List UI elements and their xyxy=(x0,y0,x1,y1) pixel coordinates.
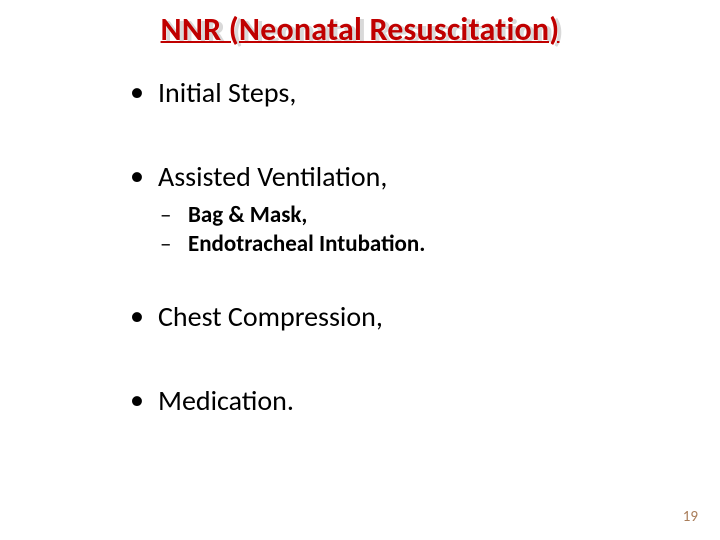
sub-bullet-text: Bag & Mask, xyxy=(188,201,307,229)
bullet-text: Medication. xyxy=(158,383,294,418)
bullet-text: Assisted Ventilation, xyxy=(158,159,387,194)
sub-bullet-list: Bag & Mask, Endotracheal Intubation. xyxy=(158,201,720,259)
bullet-text: Initial Steps, xyxy=(158,75,296,110)
bullet-item: Initial Steps, xyxy=(128,77,720,109)
bullet-list: Initial Steps, Assisted Ventilation, Bag… xyxy=(128,77,720,417)
content: Initial Steps, Assisted Ventilation, Bag… xyxy=(0,77,720,417)
bullet-item: Chest Compression, xyxy=(128,301,720,333)
bullet-item: Assisted Ventilation, Bag & Mask, Endotr… xyxy=(128,161,720,259)
bullet-item: Medication. xyxy=(128,385,720,417)
slide-title: NNR (Neonatal Resuscitation) xyxy=(161,10,560,49)
slide: NNR (Neonatal Resuscitation) NNR (Neonat… xyxy=(0,0,720,540)
sub-bullet-item: Endotracheal Intubation. xyxy=(158,230,720,259)
sub-bullet-text: Endotracheal Intubation. xyxy=(188,230,425,258)
bullet-text: Chest Compression, xyxy=(158,299,383,334)
title-wrap: NNR (Neonatal Resuscitation) NNR (Neonat… xyxy=(0,10,720,49)
sub-bullet-item: Bag & Mask, xyxy=(158,201,720,230)
page-number: 19 xyxy=(683,508,698,526)
